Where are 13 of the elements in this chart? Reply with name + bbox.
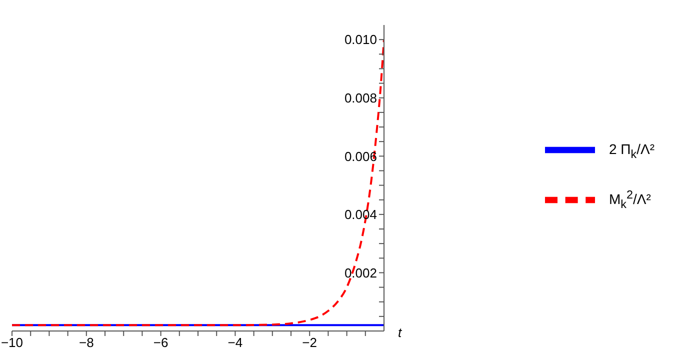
- x-tick-label: −2: [302, 335, 318, 350]
- x-tick-label: −10: [0, 335, 24, 350]
- x-tick-label: −6: [153, 335, 168, 350]
- x-axis-title: t: [398, 325, 403, 340]
- y-tick-label: 0.010: [344, 32, 377, 48]
- x-tick-label: −8: [78, 335, 94, 350]
- y-tick-label: 0.002: [344, 265, 377, 280]
- legend-label: 2 Π$_{k}$/Λ²: [609, 140, 655, 160]
- y-tick-label: 0.006: [344, 148, 377, 164]
- legend-label: M$_{k}$$^{2}$/Λ²: [609, 188, 651, 210]
- y-tick-label: 0.008: [344, 90, 377, 106]
- y-tick-label: 0.004: [344, 207, 377, 222]
- x-tick-label: −4: [228, 335, 243, 350]
